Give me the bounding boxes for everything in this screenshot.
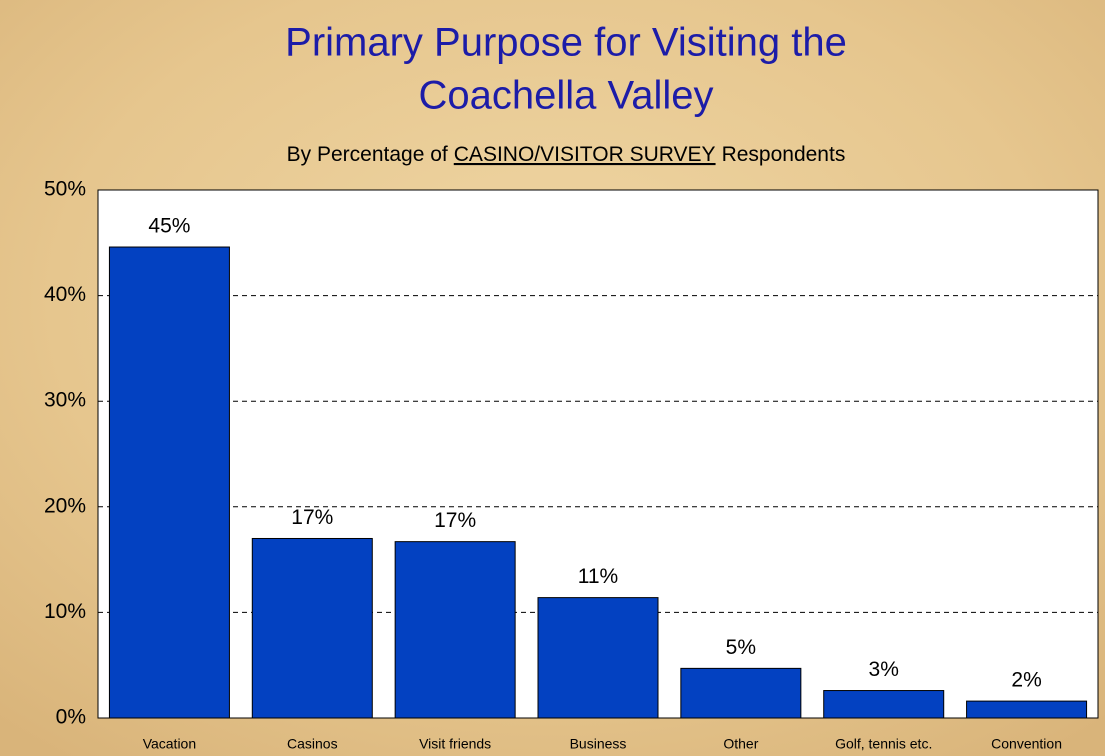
data-label: 2%	[1011, 669, 1041, 692]
data-label: 17%	[291, 506, 333, 529]
data-label: 5%	[726, 636, 756, 659]
data-label: 17%	[434, 509, 476, 532]
y-tick-label: 10%	[44, 600, 86, 623]
subtitle-part: Respondents	[722, 143, 846, 166]
data-label: 3%	[869, 658, 899, 681]
subtitle-part: CASINO/VISITOR SURVEY	[454, 143, 716, 166]
x-tick-label: Vacation	[143, 736, 196, 752]
x-tick-label: Visit friends	[419, 736, 491, 752]
x-tick-label: Convention	[991, 736, 1062, 752]
bar	[394, 541, 516, 719]
bar	[251, 537, 373, 719]
chart-title: Primary Purpose for Visiting the	[285, 21, 847, 65]
subtitle-part: By Percentage of	[287, 143, 448, 166]
bar	[680, 667, 802, 719]
bar	[966, 700, 1088, 719]
x-tick-label: Casinos	[287, 736, 338, 752]
bar	[108, 246, 230, 719]
data-label: 11%	[578, 565, 618, 588]
chart-title: Coachella Valley	[419, 74, 714, 118]
x-tick-label: Golf, tennis etc.	[835, 736, 932, 752]
y-tick-label: 40%	[44, 283, 86, 306]
bar	[537, 597, 659, 719]
data-label: 45%	[148, 215, 190, 238]
bar	[823, 690, 945, 719]
x-tick-label: Other	[723, 736, 758, 752]
chart-subtitle: By Percentage of CASINO/VISITOR SURVEY Res…	[287, 143, 846, 166]
x-tick-label: Business	[570, 736, 627, 752]
y-tick-label: 20%	[44, 494, 86, 517]
y-tick-label: 30%	[44, 389, 86, 412]
y-tick-label: 50%	[44, 178, 86, 201]
y-tick-label: 0%	[56, 706, 86, 729]
